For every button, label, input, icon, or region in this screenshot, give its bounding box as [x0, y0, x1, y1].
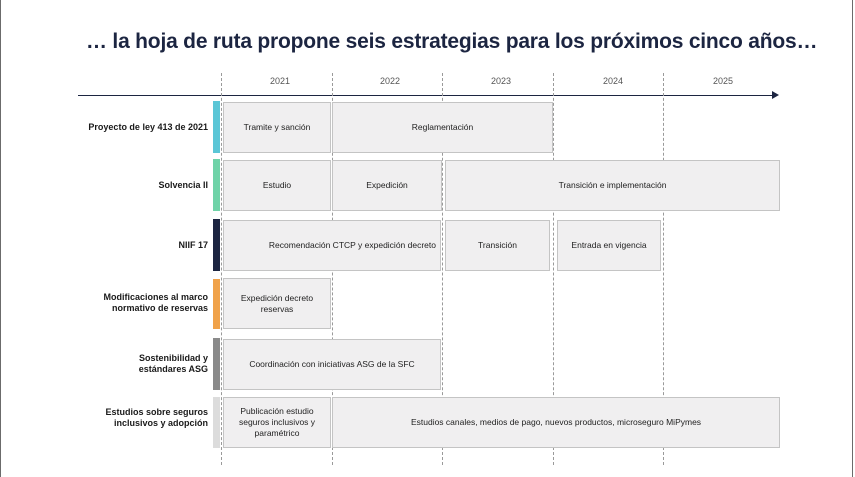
- row-color-bar: [213, 159, 220, 211]
- gantt-cell: Reglamentación: [332, 102, 553, 153]
- row-color-bar: [213, 219, 220, 271]
- gantt-cell: Recomendación CTCP y expedición decreto: [223, 220, 441, 271]
- year-2023: 2023: [490, 76, 512, 86]
- gantt-cell: Publicación estudio seguros inclusivos y…: [223, 397, 331, 448]
- slide-title: … la hoja de ruta propone seis estrategi…: [86, 30, 818, 53]
- timeline-axis: [78, 95, 774, 96]
- year-2024: 2024: [602, 76, 624, 86]
- row-label: Solvencia II: [158, 180, 208, 190]
- row-color-bar: [213, 338, 220, 390]
- row-label: Proyecto de ley 413 de 2021: [88, 122, 208, 132]
- row-color-bar: [213, 279, 220, 329]
- year-2025: 2025: [712, 76, 734, 86]
- gantt-cell: Estudio: [223, 160, 331, 211]
- year-divider: [221, 73, 222, 465]
- year-2021: 2021: [269, 76, 291, 86]
- gantt-cell: Transición e implementación: [445, 160, 780, 211]
- row-color-bar: [213, 101, 220, 153]
- year-divider: [553, 73, 554, 465]
- row-label: NIIF 17: [178, 240, 208, 250]
- timeline-arrow-icon: [772, 91, 779, 99]
- gantt-cell: Transición: [445, 220, 550, 271]
- row-label: Sostenibilidad y estándares ASG: [138, 353, 208, 374]
- row-label: Estudios sobre seguros inclusivos y adop…: [105, 407, 208, 428]
- year-divider: [663, 73, 664, 465]
- gantt-cell: Entrada en vigencia: [557, 220, 661, 271]
- year-2022: 2022: [379, 76, 401, 86]
- row-color-bar: [213, 397, 220, 448]
- gantt-cell: Expedición: [332, 160, 442, 211]
- gantt-cell: Coordinación con iniciativas ASG de la S…: [223, 339, 441, 390]
- year-divider: [442, 73, 443, 465]
- gantt-cell: Expedición decreto reservas: [223, 278, 331, 329]
- row-label: Modificaciones al marco normativo de res…: [103, 292, 208, 313]
- gantt-cell: Estudios canales, medios de pago, nuevos…: [332, 397, 780, 448]
- gantt-cell: Tramite y sanción: [223, 102, 331, 153]
